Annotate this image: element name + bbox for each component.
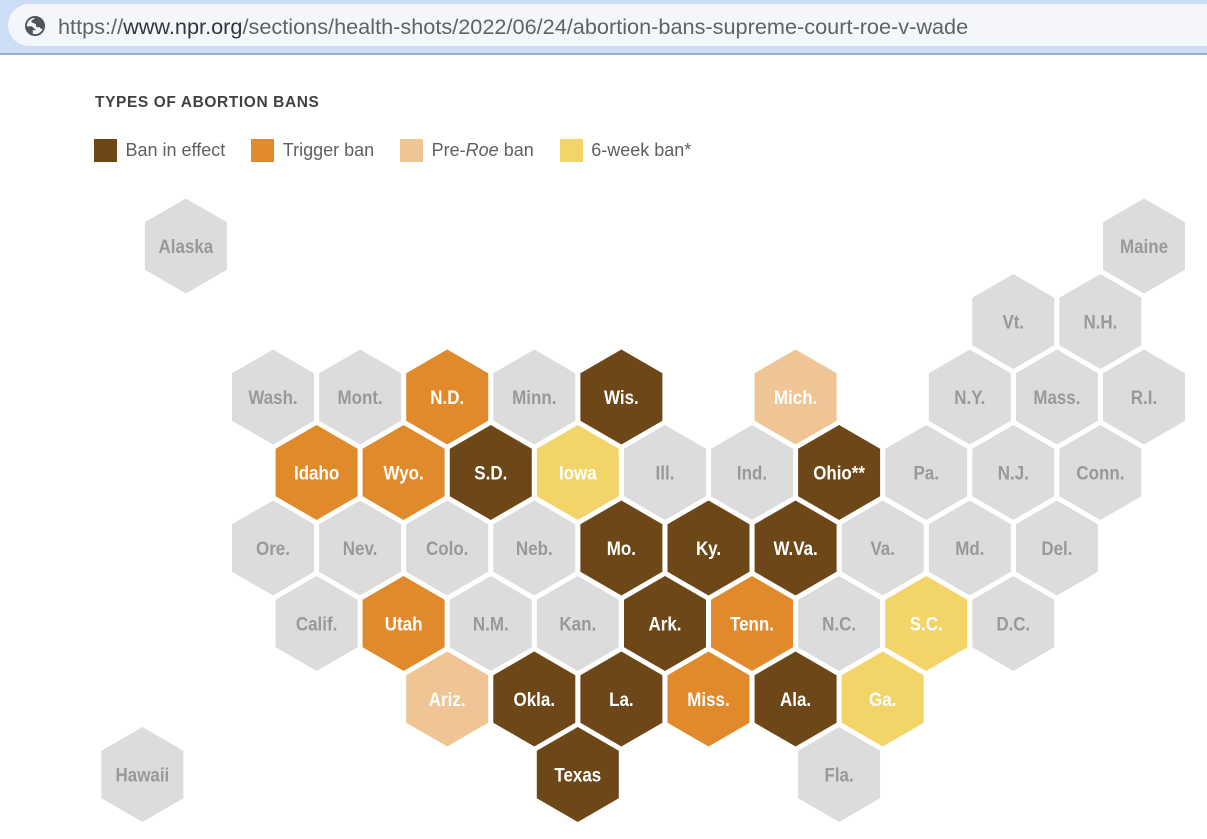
svg-text:S.C.: S.C.: [910, 614, 943, 635]
svg-text:Hawaii: Hawaii: [116, 765, 170, 786]
svg-text:Ohio**: Ohio**: [813, 463, 865, 484]
svg-text:Idaho: Idaho: [294, 463, 339, 484]
svg-text:Ill.: Ill.: [656, 463, 675, 484]
svg-text:Md.: Md.: [955, 539, 984, 560]
svg-text:Wis.: Wis.: [604, 388, 639, 409]
svg-text:Mich.: Mich.: [774, 388, 817, 409]
svg-text:Conn.: Conn.: [1076, 463, 1124, 484]
svg-text:N.C.: N.C.: [822, 614, 856, 635]
svg-text:Tenn.: Tenn.: [730, 614, 774, 635]
svg-text:Nev.: Nev.: [343, 539, 378, 560]
svg-text:Mo.: Mo.: [607, 539, 636, 560]
svg-text:Fla.: Fla.: [825, 765, 854, 786]
svg-text:Del.: Del.: [1041, 539, 1072, 560]
svg-text:Ky.: Ky.: [696, 539, 721, 560]
svg-text:Okla.: Okla.: [514, 690, 556, 711]
svg-text:W.Va.: W.Va.: [773, 539, 817, 560]
svg-text:N.Y.: N.Y.: [954, 388, 985, 409]
svg-text:Pa.: Pa.: [913, 463, 939, 484]
svg-text:Ind.: Ind.: [737, 463, 767, 484]
svg-text:N.H.: N.H.: [1083, 312, 1117, 333]
svg-text:Ariz.: Ariz.: [429, 690, 466, 711]
svg-text:N.D.: N.D.: [430, 388, 464, 409]
svg-text:Neb.: Neb.: [516, 539, 553, 560]
svg-text:Iowa: Iowa: [559, 463, 597, 484]
svg-text:S.D.: S.D.: [474, 463, 507, 484]
svg-text:Ala.: Ala.: [780, 690, 811, 711]
svg-text:Ark.: Ark.: [649, 614, 682, 635]
svg-text:Ga.: Ga.: [869, 690, 896, 711]
svg-text:N.J.: N.J.: [998, 463, 1029, 484]
svg-text:Vt.: Vt.: [1002, 312, 1024, 333]
svg-text:Va.: Va.: [870, 539, 895, 560]
svg-text:Miss.: Miss.: [687, 690, 729, 711]
svg-text:Texas: Texas: [554, 765, 601, 786]
svg-text:Maine: Maine: [1120, 237, 1168, 258]
svg-text:Kan.: Kan.: [559, 614, 596, 635]
svg-text:Mass.: Mass.: [1033, 388, 1080, 409]
svg-text:Utah: Utah: [385, 614, 423, 635]
svg-text:La.: La.: [609, 690, 634, 711]
svg-text:Wyo.: Wyo.: [384, 463, 424, 484]
svg-text:Ore.: Ore.: [256, 539, 290, 560]
svg-text:Mont.: Mont.: [338, 388, 383, 409]
svg-text:Wash.: Wash.: [248, 388, 297, 409]
svg-text:Colo.: Colo.: [426, 539, 468, 560]
svg-text:Alaska: Alaska: [159, 237, 214, 258]
svg-text:N.M.: N.M.: [473, 614, 509, 635]
svg-text:Minn.: Minn.: [512, 388, 556, 409]
svg-text:R.I.: R.I.: [1131, 388, 1157, 409]
svg-text:D.C.: D.C.: [996, 614, 1030, 635]
svg-text:Calif.: Calif.: [296, 614, 338, 635]
